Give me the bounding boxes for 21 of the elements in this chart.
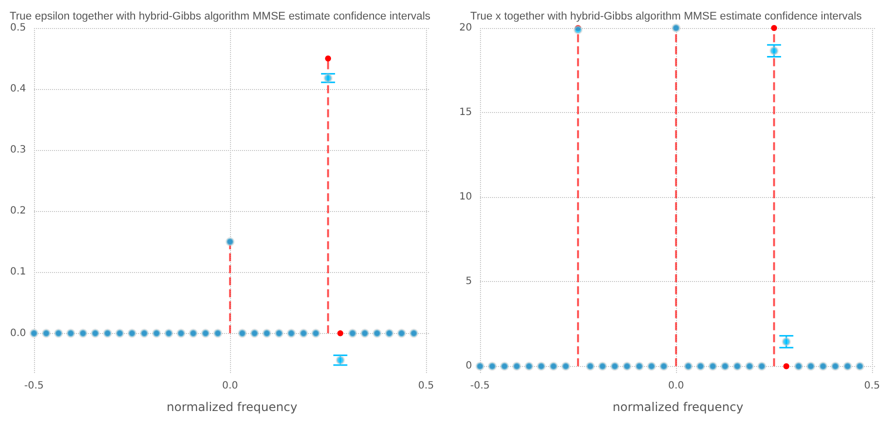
x-tick-label: -0.5: [470, 380, 490, 392]
y-tick-label: 15: [459, 107, 472, 118]
chart-title: True x together with hybrid-Gibbs algorithm MMSE estimate confidence intervals: [470, 10, 862, 22]
x-tick-label: 0.5: [864, 380, 880, 392]
y-tick-label: 0.4: [10, 84, 26, 95]
y-tick-label: 20: [459, 22, 472, 34]
y-tick-label: 0.3: [10, 144, 26, 156]
chart-title: True epsilon together with hybrid-Gibbs algorithm MMSE estimate confidence intervals: [10, 10, 431, 22]
x-axis-title: normalized frequency: [166, 400, 298, 414]
y-tick-label: 5: [466, 276, 472, 288]
x-tick-label: -0.5: [24, 380, 44, 392]
y-tick-label: 0.2: [10, 206, 26, 217]
x-axis-title: normalized frequency: [612, 400, 744, 414]
y-tick-label: 0: [466, 360, 472, 372]
x-tick-label: 0.0: [668, 380, 684, 392]
y-tick-label: 0.5: [10, 22, 26, 34]
x-tick-label: 0.0: [222, 380, 238, 392]
x-tick-label: 0.5: [418, 380, 434, 392]
y-tick-label: 0.1: [10, 266, 26, 278]
y-tick-label: 0.0: [10, 328, 26, 339]
y-tick-label: 10: [459, 192, 472, 203]
